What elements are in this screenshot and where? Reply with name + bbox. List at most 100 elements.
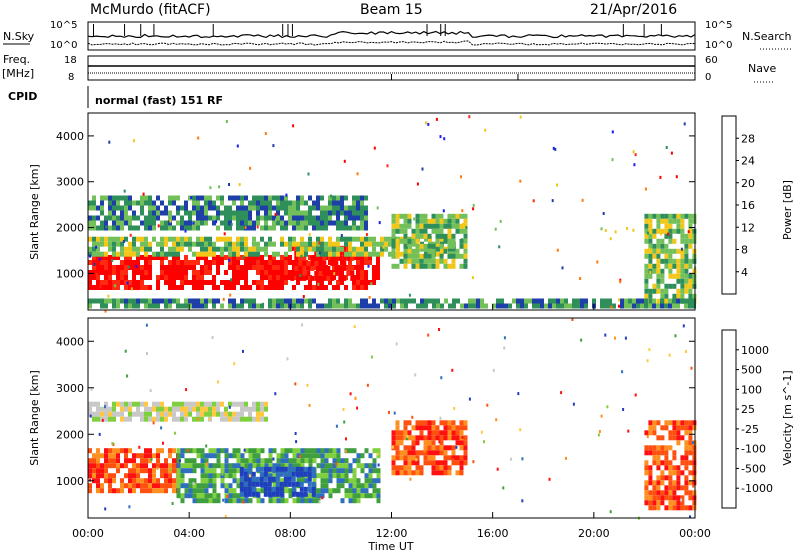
heat-cell — [280, 478, 285, 484]
heat-cell — [368, 260, 372, 265]
heat-cell — [128, 255, 132, 260]
heat-cell — [172, 270, 176, 275]
heat-cell — [112, 401, 116, 407]
heat-cell — [296, 200, 300, 206]
heat-cell — [320, 251, 324, 257]
freq-tick-bottom: 8 — [68, 72, 74, 83]
heat-cell — [336, 205, 340, 211]
heat-cell — [268, 463, 273, 469]
heat-cell — [688, 258, 693, 264]
x-tick-label: 04:00 — [173, 527, 205, 540]
heat-cell — [447, 425, 452, 431]
heat-cell — [228, 468, 233, 474]
heat-cell — [668, 485, 673, 491]
heat-cell — [403, 435, 408, 441]
heat-cell — [136, 411, 140, 417]
heat-cell — [328, 280, 332, 285]
heat-cell — [435, 228, 440, 234]
heat-cell — [104, 416, 108, 422]
heat-cell — [236, 210, 240, 216]
heat-cell — [292, 448, 297, 454]
heat-cell — [232, 270, 236, 275]
heat-cell — [248, 210, 252, 216]
heat-cell — [564, 303, 568, 309]
heat-cell — [364, 205, 368, 211]
heat-cell — [656, 485, 661, 491]
heat-cell — [280, 215, 284, 221]
heat-cell — [240, 463, 245, 469]
heat-cell — [264, 285, 268, 290]
heat-cell — [236, 205, 240, 211]
heat-cell — [116, 463, 120, 469]
heat-cell — [340, 260, 344, 265]
heat-cell — [272, 225, 276, 231]
heat-speck — [122, 240, 125, 243]
heat-cell — [391, 218, 396, 224]
heat-cell — [216, 298, 220, 304]
heat-cell — [240, 406, 244, 412]
heat-cell — [332, 285, 336, 290]
heat-cell — [144, 195, 148, 201]
heat-cell — [463, 243, 468, 249]
heat-cell — [140, 463, 144, 469]
heat-cell — [204, 195, 208, 201]
heat-cell — [260, 463, 265, 469]
heat-speck — [298, 454, 301, 458]
heat-cell — [552, 298, 556, 304]
heat-cell — [132, 280, 136, 285]
heat-cell — [128, 303, 132, 309]
heat-speck — [345, 437, 347, 441]
heat-cell — [407, 445, 412, 451]
heat-cell — [391, 248, 396, 254]
heat-cell — [648, 303, 652, 309]
heat-cell — [368, 251, 372, 257]
heat-cell — [156, 483, 160, 489]
heat-cell — [684, 420, 689, 426]
heat-speck — [460, 175, 462, 179]
heat-cell — [224, 463, 229, 469]
heat-cell — [256, 215, 260, 221]
heat-cell — [132, 241, 136, 247]
heat-cell — [443, 233, 448, 239]
heat-cell — [443, 450, 448, 456]
heat-cell — [672, 420, 677, 426]
heat-cell — [196, 483, 201, 489]
heat-cell — [152, 488, 156, 494]
heat-cell — [100, 241, 104, 247]
heat-cell — [684, 505, 689, 511]
heat-cell — [334, 270, 339, 276]
heat-cell — [192, 280, 196, 285]
heat-cell — [455, 440, 460, 446]
heat-cell — [336, 478, 341, 484]
heat-cell — [124, 483, 128, 489]
heat-cell — [298, 270, 303, 276]
heat-speck — [274, 212, 277, 216]
heat-cell — [308, 210, 312, 216]
heat-cell — [352, 236, 356, 242]
heat-cell — [328, 303, 332, 309]
heat-cell — [316, 220, 320, 226]
heat-speck — [138, 445, 141, 449]
heat-cell — [411, 440, 416, 446]
heat-cell — [391, 233, 396, 239]
heat-cell — [168, 265, 172, 270]
heat-cell — [136, 303, 140, 309]
heat-cell — [176, 241, 180, 247]
heat-cell — [346, 270, 351, 276]
heat-cell — [204, 241, 208, 247]
heat-cell — [88, 483, 92, 489]
heat-cell — [164, 488, 168, 494]
heat-speck — [443, 137, 446, 141]
heat-cell — [672, 465, 677, 471]
heat-cell — [200, 215, 204, 221]
heat-cell — [427, 253, 432, 259]
heat-cell — [228, 265, 232, 270]
heat-cell — [208, 411, 212, 417]
heat-cell — [312, 200, 316, 206]
heat-cell — [431, 213, 436, 219]
heat-cell — [656, 253, 661, 259]
heat-cell — [104, 478, 108, 484]
heat-cell — [680, 233, 685, 239]
heat-cell — [644, 500, 649, 506]
heat-cell — [212, 241, 216, 247]
